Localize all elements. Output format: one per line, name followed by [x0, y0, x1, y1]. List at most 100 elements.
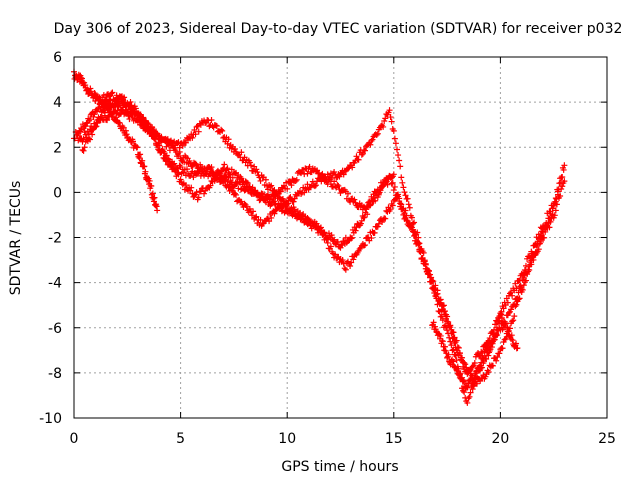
data-point	[122, 127, 129, 134]
plot-frame	[73, 56, 608, 419]
data-point	[202, 120, 209, 127]
data-point	[144, 120, 151, 127]
data-point	[381, 117, 388, 124]
data-point	[367, 141, 374, 148]
data-point	[211, 177, 218, 184]
data-point	[388, 118, 395, 125]
data-point	[80, 147, 87, 154]
data-point	[228, 187, 235, 194]
data-point	[140, 114, 147, 121]
data-point	[82, 131, 89, 138]
data-point	[111, 102, 118, 109]
data-point	[449, 347, 456, 354]
data-point	[414, 238, 421, 245]
data-point	[500, 305, 507, 312]
grid-lines	[74, 57, 607, 418]
data-point	[145, 122, 152, 129]
data-point	[508, 332, 515, 339]
data-point	[504, 299, 511, 306]
data-point	[253, 213, 260, 220]
data-point	[162, 152, 169, 159]
data-point	[451, 334, 458, 341]
data-point	[469, 363, 476, 370]
data-point	[478, 348, 485, 355]
data-point	[497, 310, 504, 317]
data-point	[496, 350, 503, 357]
data-point	[334, 254, 341, 261]
data-point	[439, 303, 446, 310]
data-point	[179, 181, 186, 188]
data-point	[555, 186, 562, 193]
data-point	[395, 193, 402, 200]
data-point	[146, 177, 153, 184]
data-point	[288, 182, 295, 189]
data-point	[425, 271, 432, 278]
data-point	[97, 113, 104, 120]
data-point	[220, 178, 227, 185]
data-point	[438, 313, 445, 320]
data-point	[390, 187, 397, 194]
data-point	[384, 181, 391, 188]
data-point	[430, 286, 437, 293]
series-track-6	[429, 310, 521, 391]
data-point	[339, 242, 346, 249]
data-point	[352, 227, 359, 234]
data-point	[466, 368, 473, 375]
data-point	[353, 153, 360, 160]
data-point	[454, 344, 461, 351]
data-point	[315, 170, 322, 177]
data-point	[478, 364, 485, 371]
data-point	[390, 127, 397, 134]
data-point	[483, 356, 490, 363]
data-point	[244, 180, 251, 187]
data-point	[149, 129, 156, 136]
data-point	[445, 351, 452, 358]
y-tick-label: -2	[48, 231, 62, 247]
data-point	[382, 115, 389, 122]
data-point	[331, 169, 338, 176]
data-point	[545, 215, 552, 222]
data-point	[390, 171, 397, 178]
data-point	[364, 203, 371, 210]
data-points	[71, 68, 568, 406]
data-point	[445, 318, 452, 325]
data-point	[489, 362, 496, 369]
data-point	[482, 342, 489, 349]
data-point	[517, 283, 524, 289]
data-point	[389, 202, 396, 209]
data-point	[446, 334, 453, 341]
data-point	[374, 130, 381, 137]
data-point	[388, 180, 395, 187]
x-tick-label: 15	[385, 431, 403, 447]
y-tick-label: -6	[48, 321, 62, 337]
data-point	[298, 170, 305, 177]
data-point	[499, 345, 506, 352]
data-point	[82, 123, 89, 130]
data-point	[81, 129, 88, 136]
data-point	[195, 128, 202, 135]
data-point	[375, 220, 382, 227]
data-point	[104, 117, 111, 124]
data-point	[401, 189, 408, 196]
data-point	[420, 249, 427, 256]
data-point	[471, 359, 478, 366]
data-point	[514, 345, 521, 352]
data-point	[319, 170, 326, 177]
data-point	[335, 182, 342, 189]
data-point	[331, 178, 338, 185]
data-point	[271, 210, 278, 217]
data-point	[453, 337, 460, 344]
data-point	[141, 163, 148, 170]
data-point	[277, 188, 284, 195]
data-point	[469, 386, 476, 393]
data-point	[403, 217, 410, 224]
data-point	[446, 323, 453, 330]
data-point	[296, 209, 303, 216]
data-point	[120, 124, 127, 131]
data-point	[89, 131, 96, 138]
data-point	[502, 320, 509, 327]
data-point	[312, 182, 319, 189]
data-point	[532, 241, 539, 248]
data-point	[485, 368, 492, 375]
data-point	[87, 85, 94, 92]
